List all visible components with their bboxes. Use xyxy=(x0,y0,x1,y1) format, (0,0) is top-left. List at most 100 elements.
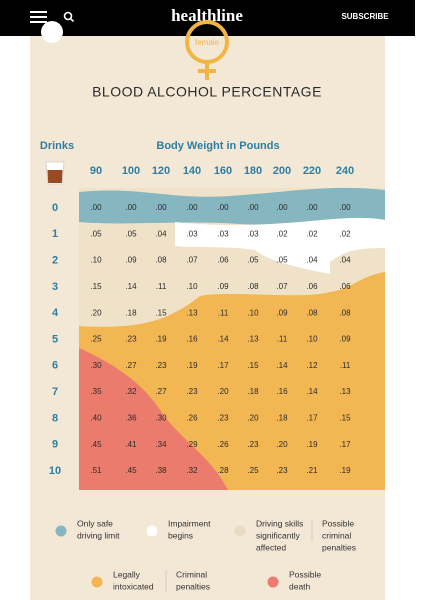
bac-value: .23 xyxy=(155,361,167,370)
glass-icon xyxy=(45,161,65,185)
weight-header: 100 xyxy=(122,165,140,177)
bac-value: .06 xyxy=(306,282,318,291)
bac-value: .20 xyxy=(217,387,229,396)
bac-value: .25 xyxy=(247,466,259,475)
bac-value: .23 xyxy=(217,414,229,423)
weight-header: 90 xyxy=(90,165,102,177)
bac-value: .04 xyxy=(339,256,351,265)
bac-value: .34 xyxy=(155,440,167,449)
bac-value: .28 xyxy=(217,466,229,475)
bac-value: .09 xyxy=(276,308,288,317)
legend-text: begins xyxy=(168,530,193,540)
bac-value: .19 xyxy=(339,466,351,475)
bac-value: .30 xyxy=(155,414,167,423)
bac-value: .20 xyxy=(276,440,288,449)
legend-text: penalties xyxy=(176,581,210,591)
bac-value: .20 xyxy=(90,308,102,317)
bac-value: .00 xyxy=(339,203,351,212)
legend-text: Possible xyxy=(289,569,321,579)
bac-value: .51 xyxy=(90,466,102,475)
drinks-count: 8 xyxy=(52,412,58,424)
decoration xyxy=(41,21,63,43)
legend-text: Driving skills xyxy=(256,518,303,528)
bac-value: .19 xyxy=(186,361,198,370)
subscribe-button[interactable]: SUBSCRIBE xyxy=(341,12,389,21)
bac-value: .41 xyxy=(125,440,137,449)
bac-value: .02 xyxy=(276,229,288,238)
bac-value: .00 xyxy=(217,203,229,212)
bac-value: .05 xyxy=(276,256,288,265)
bac-value: .10 xyxy=(186,282,198,291)
bac-value: .05 xyxy=(247,256,259,265)
bac-value: .04 xyxy=(155,229,167,238)
legend-text: driving limit xyxy=(77,530,120,540)
bac-value: .00 xyxy=(125,203,137,212)
bac-value: .25 xyxy=(90,335,102,344)
bac-value: .05 xyxy=(90,229,102,238)
bac-value: .15 xyxy=(90,282,102,291)
bac-value: .17 xyxy=(306,414,318,423)
bac-value: .09 xyxy=(217,282,229,291)
bac-value: .19 xyxy=(155,335,167,344)
weight-header: 140 xyxy=(183,165,201,177)
logo[interactable]: healthline xyxy=(171,6,243,25)
weight-header: 180 xyxy=(244,165,262,177)
bac-value: .26 xyxy=(217,440,229,449)
bac-value: .07 xyxy=(276,282,288,291)
bac-value: .35 xyxy=(90,387,102,396)
legend-text: significantly xyxy=(256,530,301,540)
drinks-count: 4 xyxy=(52,307,59,319)
bac-value: .13 xyxy=(247,335,259,344)
bac-value: .10 xyxy=(247,308,259,317)
drinks-count: 10 xyxy=(49,465,61,477)
weight-header: 120 xyxy=(152,165,170,177)
drinks-count: 6 xyxy=(52,360,58,372)
bac-value: .38 xyxy=(155,466,167,475)
bac-value: .23 xyxy=(186,387,198,396)
bac-value: .20 xyxy=(247,414,259,423)
bac-value: .17 xyxy=(217,361,229,370)
search-button[interactable] xyxy=(63,11,75,23)
legend-swatch xyxy=(267,576,279,588)
bac-value: .15 xyxy=(339,414,351,423)
bac-value: .14 xyxy=(306,387,318,396)
drinks-count: 3 xyxy=(52,281,58,293)
legend-text: Legally xyxy=(113,569,141,579)
bac-value: .27 xyxy=(155,387,167,396)
bac-value: .00 xyxy=(155,203,167,212)
bac-value: .00 xyxy=(306,203,318,212)
top-bar xyxy=(0,0,415,36)
symbol-label: female xyxy=(195,38,220,47)
legend-text: Criminal xyxy=(176,569,207,579)
bac-value: .03 xyxy=(217,229,229,238)
bac-value: .30 xyxy=(90,361,102,370)
bac-value: .15 xyxy=(247,361,259,370)
menu-button[interactable] xyxy=(30,11,47,23)
legend-text: Impairment xyxy=(168,518,211,528)
bac-value: .00 xyxy=(90,203,102,212)
bac-value: .00 xyxy=(247,203,259,212)
bac-value: .32 xyxy=(125,387,137,396)
bac-value: .06 xyxy=(217,256,229,265)
weight-header: 240 xyxy=(336,165,354,177)
bac-value: .14 xyxy=(276,361,288,370)
bac-value: .27 xyxy=(125,361,137,370)
bac-value: .15 xyxy=(155,308,167,317)
legend-text: penalties xyxy=(322,542,356,552)
drinks-count: 0 xyxy=(52,202,58,214)
bac-value: .00 xyxy=(276,203,288,212)
bac-value: .04 xyxy=(306,256,318,265)
bac-value: .40 xyxy=(90,414,102,423)
drinks-label: Drinks xyxy=(40,140,74,152)
bac-value: .12 xyxy=(306,361,318,370)
bac-value: .26 xyxy=(186,414,198,423)
bac-value: .11 xyxy=(277,335,288,344)
weight-header: 160 xyxy=(214,165,232,177)
legend-swatch xyxy=(55,525,67,537)
bac-value: .18 xyxy=(247,387,259,396)
bac-value: .14 xyxy=(125,282,137,291)
bac-value: .23 xyxy=(276,466,288,475)
bac-value: .06 xyxy=(339,282,351,291)
bac-value: .36 xyxy=(125,414,137,423)
